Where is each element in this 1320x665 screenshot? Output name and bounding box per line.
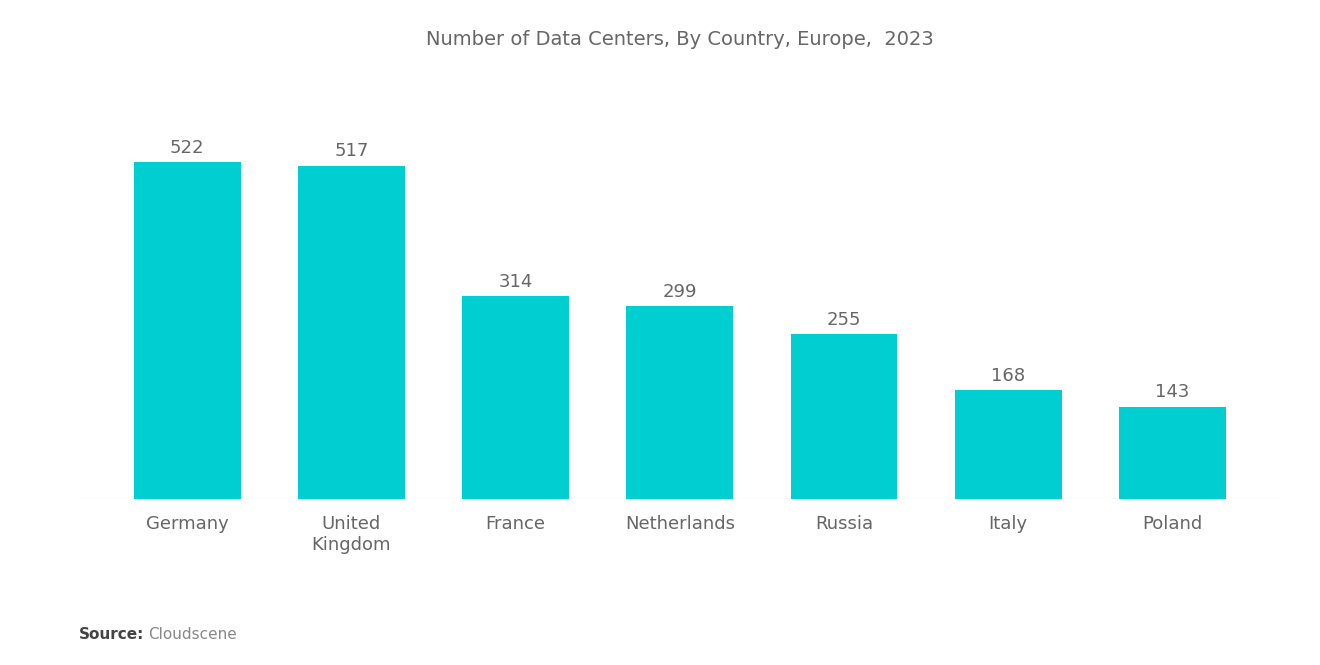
Bar	[954, 390, 1061, 499]
Text: 299: 299	[663, 283, 697, 301]
Text: 168: 168	[991, 367, 1026, 385]
Text: 314: 314	[499, 273, 533, 291]
Bar	[133, 162, 240, 499]
Bar	[791, 334, 898, 499]
Text: 517: 517	[334, 142, 368, 160]
Bar	[1119, 406, 1226, 499]
Text: 143: 143	[1155, 384, 1189, 402]
Title: Number of Data Centers, By Country, Europe,  2023: Number of Data Centers, By Country, Euro…	[426, 30, 933, 49]
Bar	[627, 306, 733, 499]
Text: 255: 255	[826, 311, 861, 329]
Text: 522: 522	[170, 139, 205, 157]
Bar	[298, 166, 405, 499]
Text: Cloudscene: Cloudscene	[148, 626, 236, 642]
Bar	[462, 297, 569, 499]
Text: Source:: Source:	[79, 626, 145, 642]
